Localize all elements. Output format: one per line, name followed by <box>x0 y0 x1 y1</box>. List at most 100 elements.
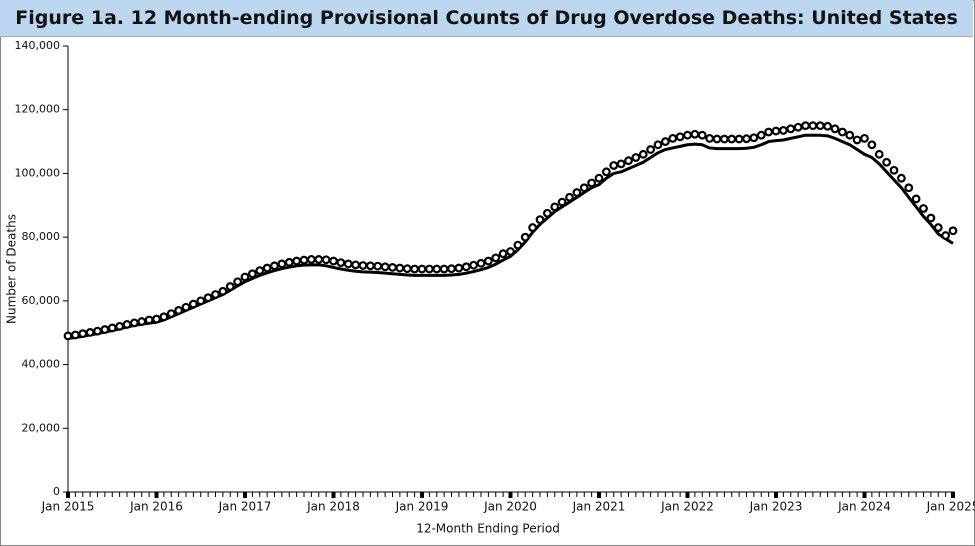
point <box>911 194 921 204</box>
point <box>860 133 869 143</box>
y-tick-label: 60,000 <box>22 294 61 307</box>
point <box>203 293 213 303</box>
point <box>447 264 456 274</box>
point <box>690 129 700 139</box>
x-tick-label: Jan 2018 <box>306 500 360 514</box>
point <box>498 249 508 259</box>
series-line <box>67 133 954 340</box>
point <box>557 197 567 207</box>
point <box>513 240 523 250</box>
point <box>395 263 405 273</box>
point <box>262 263 272 273</box>
point <box>565 192 574 202</box>
point <box>712 134 722 144</box>
point <box>417 264 427 274</box>
point <box>520 232 530 242</box>
point <box>159 312 169 322</box>
point <box>550 202 560 212</box>
point <box>188 299 198 309</box>
point <box>211 290 220 299</box>
point <box>926 213 936 223</box>
point <box>100 325 110 334</box>
point <box>764 127 774 137</box>
x-tick-label: Jan 2025 <box>926 500 975 514</box>
point <box>284 257 294 267</box>
point <box>837 127 847 137</box>
point <box>889 165 899 175</box>
point <box>424 264 434 274</box>
x-major-tick <box>243 492 247 498</box>
point <box>380 262 390 272</box>
point <box>233 277 243 287</box>
point <box>461 262 471 272</box>
point <box>919 204 928 213</box>
point <box>727 134 737 144</box>
x-major-tick <box>685 492 690 498</box>
point <box>594 173 604 183</box>
chart-title: Figure 1a. 12 Month-ending Provisional C… <box>0 0 973 37</box>
x-tick-label: Jan 2021 <box>572 500 626 514</box>
x-tick-label: Jan 2015 <box>41 500 95 514</box>
point <box>343 259 353 269</box>
y-tick-label: 0 <box>53 485 60 498</box>
point <box>705 133 715 143</box>
point <box>874 149 884 159</box>
x-major-tick <box>66 492 70 498</box>
x-major-tick <box>862 492 867 498</box>
point <box>292 256 302 266</box>
point <box>601 167 611 177</box>
point <box>240 272 250 282</box>
point <box>734 134 744 144</box>
point <box>904 183 914 193</box>
point <box>749 133 759 143</box>
point <box>255 266 265 275</box>
point <box>756 130 766 140</box>
x-axis-label: 12-Month Ending Period <box>416 522 560 536</box>
point <box>638 149 648 159</box>
point <box>247 269 257 279</box>
point <box>365 261 375 271</box>
point <box>336 258 346 268</box>
point <box>70 330 80 340</box>
x-major-tick <box>597 492 601 498</box>
point <box>174 306 184 315</box>
point <box>542 208 552 218</box>
point <box>439 264 449 274</box>
point <box>793 122 803 132</box>
x-major-tick <box>774 492 778 498</box>
point <box>845 130 855 140</box>
point <box>483 256 493 266</box>
y-tick-label: 140,000 <box>15 39 61 52</box>
point <box>697 130 707 140</box>
point <box>196 296 206 306</box>
y-tick-label: 100,000 <box>15 166 61 179</box>
point <box>830 124 840 134</box>
point <box>742 134 751 144</box>
point <box>115 321 125 331</box>
point <box>270 261 279 271</box>
point <box>144 315 154 325</box>
y-tick-label: 40,000 <box>22 358 61 371</box>
point <box>314 255 324 264</box>
point <box>491 253 501 263</box>
point <box>867 140 877 150</box>
x-tick-label: Jan 2016 <box>129 500 183 514</box>
point <box>609 161 619 170</box>
x-tick-label: Jan 2022 <box>660 500 714 514</box>
point <box>786 124 796 134</box>
point <box>948 226 958 236</box>
y-tick-label: 120,000 <box>15 103 61 116</box>
point <box>137 317 147 326</box>
x-tick-label: Jan 2023 <box>749 500 803 514</box>
point <box>476 258 486 268</box>
x-major-tick <box>331 492 336 498</box>
point <box>63 331 73 341</box>
point <box>882 157 892 167</box>
point <box>107 323 117 333</box>
point <box>631 153 641 162</box>
point <box>166 309 176 319</box>
y-tick-label: 80,000 <box>22 230 61 243</box>
point <box>675 132 685 142</box>
point <box>410 264 420 274</box>
